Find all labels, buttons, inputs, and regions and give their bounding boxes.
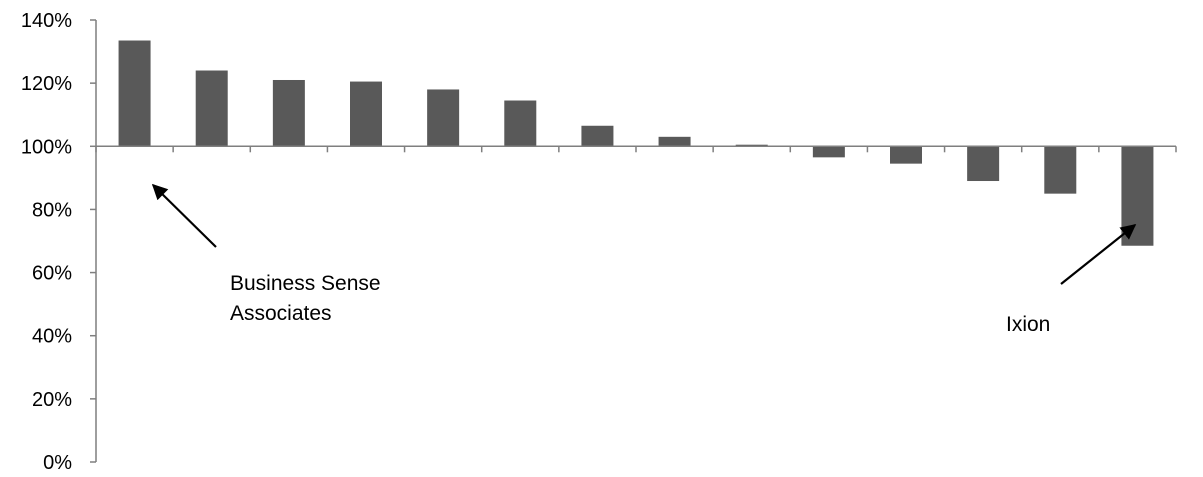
y-tick-label-1: 20% — [32, 389, 72, 411]
annotation-label-ixion: Ixion — [1006, 313, 1050, 336]
annotation-label-business-sense-line1: Business Sense — [230, 272, 381, 295]
bar-5 — [427, 89, 460, 147]
bar-7 — [581, 125, 614, 147]
y-tick-label-7: 140% — [21, 10, 72, 32]
y-tick-label-3: 60% — [32, 263, 72, 285]
bars-layer — [118, 40, 1154, 246]
bar-2 — [195, 70, 228, 147]
annotation-arrow-ixion — [1060, 224, 1137, 285]
y-tick-label-4: 80% — [32, 199, 72, 221]
bar-11 — [890, 146, 922, 164]
bar-9 — [735, 144, 768, 147]
bar-3 — [272, 79, 305, 147]
annotation-label-business-sense-line2: Associates — [230, 302, 332, 325]
bar-8 — [658, 136, 691, 147]
y-tick-label-2: 40% — [32, 326, 72, 348]
annotation-arrow-business-sense — [151, 183, 217, 248]
y-tick-label-6: 120% — [21, 73, 72, 95]
axes-layer — [90, 19, 1177, 463]
tick-labels-layer: 0% 20% 40% 60% 80% 100% 120% 140% — [21, 10, 72, 474]
bar-4 — [350, 81, 382, 147]
bar-1 — [118, 40, 151, 147]
annotations-layer: Business Sense Associates Ixion — [151, 183, 1137, 336]
bar-6 — [504, 100, 537, 147]
y-tick-label-0: 0% — [43, 452, 72, 472]
bar-12 — [967, 146, 1000, 182]
bar-13 — [1044, 146, 1077, 194]
bar-10 — [812, 146, 845, 158]
y-tick-label-5: 100% — [21, 136, 72, 158]
